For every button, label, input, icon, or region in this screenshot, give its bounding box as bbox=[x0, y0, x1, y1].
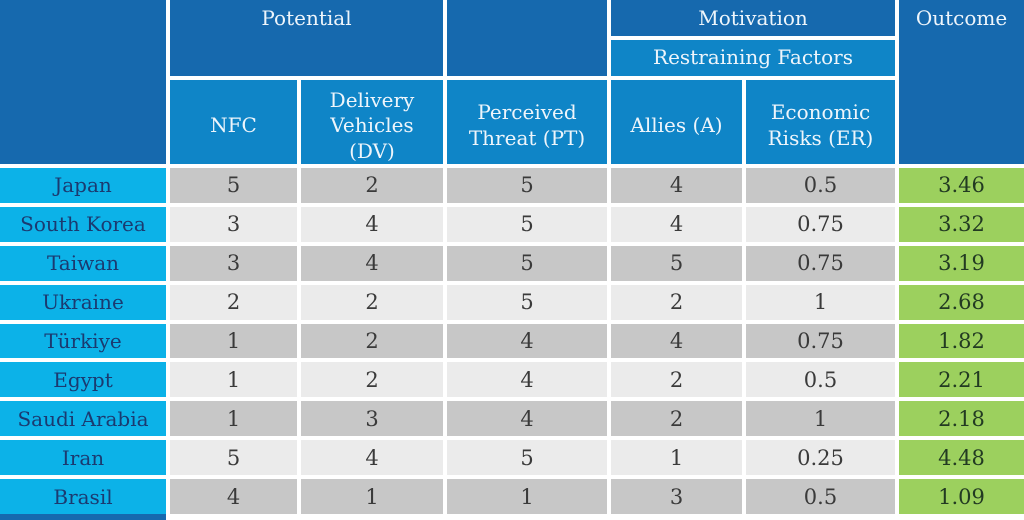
outcome-cell: 2.21 bbox=[899, 362, 1024, 398]
value-cell-er: 0.75 bbox=[746, 245, 895, 281]
group-header-outcome: Outcome bbox=[899, 0, 1024, 164]
value-cell-dv: 2 bbox=[301, 323, 443, 359]
value-cell-pt: 5 bbox=[447, 206, 607, 242]
column-header-allies: Allies (A) bbox=[611, 80, 742, 164]
row-label: Egypt bbox=[0, 362, 166, 398]
value-cell-nfc: 1 bbox=[170, 401, 297, 437]
value-cell-allies: 3 bbox=[611, 479, 742, 514]
value-cell-pt: 4 bbox=[447, 362, 607, 398]
value-cell-dv: 3 bbox=[301, 401, 443, 437]
value-cell-er: 0.5 bbox=[746, 479, 895, 514]
value-cell-er: 1 bbox=[746, 284, 895, 320]
group-header-potential: Potential bbox=[170, 0, 443, 76]
value-cell-er: 0.25 bbox=[746, 440, 895, 476]
value-cell-nfc: 2 bbox=[170, 284, 297, 320]
column-header-delivery-vehicles: Delivery Vehicles (DV) bbox=[301, 80, 443, 164]
row-label: South Korea bbox=[0, 206, 166, 242]
value-cell-dv: 4 bbox=[301, 206, 443, 242]
outcome-cell: 1.09 bbox=[899, 479, 1024, 514]
row-label: Türkiye bbox=[0, 323, 166, 359]
value-cell-allies: 4 bbox=[611, 168, 742, 203]
value-cell-er: 0.75 bbox=[746, 323, 895, 359]
outcome-cell: 4.48 bbox=[899, 440, 1024, 476]
outcome-cell: 1.82 bbox=[899, 323, 1024, 359]
value-cell-allies: 2 bbox=[611, 401, 742, 437]
outcome-cell: 2.18 bbox=[899, 401, 1024, 437]
value-cell-pt: 4 bbox=[447, 401, 607, 437]
value-cell-dv: 4 bbox=[301, 440, 443, 476]
value-cell-nfc: 3 bbox=[170, 245, 297, 281]
column-header-economic-risks: Economic Risks (ER) bbox=[746, 80, 895, 164]
value-cell-dv: 4 bbox=[301, 245, 443, 281]
outcome-cell: 3.32 bbox=[899, 206, 1024, 242]
subgroup-header-restraining-factors: Restraining Factors bbox=[611, 40, 895, 76]
value-cell-dv: 2 bbox=[301, 362, 443, 398]
value-cell-dv: 2 bbox=[301, 284, 443, 320]
value-cell-allies: 2 bbox=[611, 362, 742, 398]
row-label: Japan bbox=[0, 168, 166, 203]
outcome-cell: 3.19 bbox=[899, 245, 1024, 281]
value-cell-pt: 1 bbox=[447, 479, 607, 514]
value-cell-nfc: 5 bbox=[170, 440, 297, 476]
outcome-cell: 2.68 bbox=[899, 284, 1024, 320]
row-label: Ukraine bbox=[0, 284, 166, 320]
row-label: Brasil bbox=[0, 479, 166, 514]
value-cell-pt: 5 bbox=[447, 284, 607, 320]
value-cell-nfc: 1 bbox=[170, 323, 297, 359]
value-cell-nfc: 3 bbox=[170, 206, 297, 242]
corner-header-cell bbox=[0, 0, 166, 164]
value-cell-pt: 5 bbox=[447, 440, 607, 476]
value-cell-nfc: 5 bbox=[170, 168, 297, 203]
value-cell-dv: 2 bbox=[301, 168, 443, 203]
outcome-cell: 3.46 bbox=[899, 168, 1024, 203]
value-cell-nfc: 4 bbox=[170, 479, 297, 514]
value-cell-er: 0.75 bbox=[746, 206, 895, 242]
value-cell-pt: 5 bbox=[447, 168, 607, 203]
row-label: Saudi Arabia bbox=[0, 401, 166, 437]
row-label: Taiwan bbox=[0, 245, 166, 281]
value-cell-allies: 4 bbox=[611, 323, 742, 359]
value-cell-allies: 4 bbox=[611, 206, 742, 242]
value-cell-er: 0.5 bbox=[746, 168, 895, 203]
value-cell-allies: 2 bbox=[611, 284, 742, 320]
row-label: Iran bbox=[0, 440, 166, 476]
column-header-perceived-threat: Perceived Threat (PT) bbox=[447, 80, 607, 164]
column-header-nfc: NFC bbox=[170, 80, 297, 164]
value-cell-pt: 4 bbox=[447, 323, 607, 359]
group-header-motivation: Motivation bbox=[611, 0, 895, 36]
value-cell-nfc: 1 bbox=[170, 362, 297, 398]
value-cell-pt: 5 bbox=[447, 245, 607, 281]
value-cell-allies: 5 bbox=[611, 245, 742, 281]
value-cell-dv: 1 bbox=[301, 479, 443, 514]
perceived-threat-header-spacer bbox=[447, 0, 607, 76]
left-column-footer-strip bbox=[0, 514, 166, 520]
value-cell-er: 1 bbox=[746, 401, 895, 437]
value-cell-er: 0.5 bbox=[746, 362, 895, 398]
value-cell-allies: 1 bbox=[611, 440, 742, 476]
